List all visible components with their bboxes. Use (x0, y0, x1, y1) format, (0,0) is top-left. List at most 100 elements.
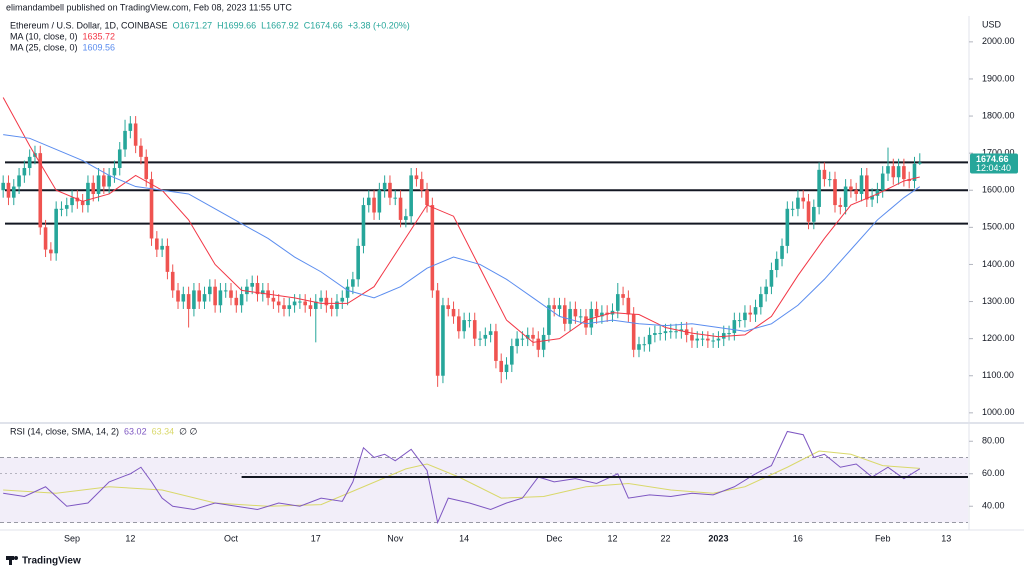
candle-body (886, 166, 890, 174)
candle-body (478, 338, 482, 340)
candle-body (17, 175, 21, 187)
candle-body (393, 197, 398, 199)
y-tick-label: 1700.00 (982, 148, 1015, 158)
x-tick-label: Sep (64, 533, 80, 543)
candle-body (706, 338, 710, 341)
candle-body (245, 286, 249, 295)
candle-body (133, 123, 138, 146)
y-tick-label: 1200.00 (982, 333, 1015, 343)
candle-body (663, 331, 668, 334)
candle-body (838, 205, 843, 207)
y-tick-label: 1300.00 (982, 296, 1015, 306)
candle-body (409, 175, 413, 217)
candle-body (621, 294, 625, 298)
countdown-label: 12:04:40 (976, 163, 1011, 173)
candle-body (827, 179, 832, 181)
x-tick-label: 14 (459, 533, 469, 543)
candle-body (695, 338, 700, 341)
candle-body (578, 316, 583, 318)
candle-body (313, 301, 318, 309)
candle-body (525, 334, 530, 339)
legend-name: MA (10, close, 0) (10, 31, 78, 41)
candle-body (202, 294, 207, 302)
candle-body (324, 297, 329, 306)
candle-body (483, 334, 488, 339)
candle-body (287, 305, 292, 309)
candle-body (329, 305, 334, 309)
candle-body (59, 208, 64, 210)
candle-body (737, 320, 742, 322)
candle-body (308, 305, 313, 309)
candle-body (345, 286, 350, 298)
candle-body (144, 156, 149, 180)
legend-value: 1609.56 (83, 42, 116, 52)
candle-body (865, 175, 869, 200)
candle-body (679, 329, 684, 332)
y-tick-label: 1100.00 (982, 370, 1014, 380)
x-tick-label: 13 (941, 533, 951, 543)
candle-body (91, 182, 96, 194)
x-tick-label: Oct (224, 533, 239, 543)
legend-value: 1635.72 (83, 31, 116, 41)
candle-body (531, 334, 535, 339)
candle-body (462, 320, 466, 332)
candle-body (234, 297, 239, 306)
candle-body (54, 208, 58, 254)
candle-body (298, 301, 302, 303)
x-tick-label: 2023 (708, 533, 728, 543)
candle-body (27, 156, 32, 168)
candle-body (361, 205, 366, 246)
candle-body (223, 290, 228, 292)
candle-body (260, 290, 265, 295)
x-tick-label: 16 (793, 533, 803, 543)
candle-body (896, 166, 901, 178)
candle-body (43, 227, 48, 250)
candle-body (626, 297, 631, 315)
candle-body (859, 175, 864, 194)
candle-body (276, 301, 281, 306)
candle-body (38, 153, 43, 228)
rsi-sma-line (3, 450, 920, 507)
footer-logo (6, 556, 18, 565)
candle-body (504, 364, 509, 373)
x-tick-label: Feb (875, 533, 891, 543)
candle-body (748, 312, 753, 315)
candle-body (112, 167, 117, 176)
candle-body (96, 175, 101, 194)
y-tick-label: 40.00 (982, 501, 1005, 511)
candle-body (382, 182, 387, 191)
candle-body (721, 333, 726, 339)
candle-body (107, 175, 111, 187)
candle-body (812, 206, 816, 222)
candle-body (213, 286, 217, 306)
candle-body (594, 308, 599, 317)
candle-body (239, 294, 244, 306)
candle-body (891, 166, 896, 178)
candle-body (165, 245, 170, 272)
legend-value: 63.02 (124, 426, 147, 436)
candle-body (372, 197, 376, 213)
candle-body (457, 316, 461, 332)
candle-body (727, 333, 731, 335)
candle-body (615, 294, 620, 311)
axis-label: USD (982, 19, 1002, 29)
candle-body (86, 182, 90, 206)
candle-body (340, 297, 345, 302)
candle-body (419, 179, 424, 191)
candle-body (451, 308, 456, 317)
legend-extra: ∅ ∅ (179, 426, 197, 436)
candle-body (743, 312, 747, 321)
candle-body (319, 297, 323, 302)
x-tick-label: 12 (607, 533, 617, 543)
candle-body (170, 271, 175, 291)
candle-body (917, 162, 922, 164)
candle-body (117, 149, 122, 168)
candle-body (817, 169, 821, 207)
candle-body (377, 190, 382, 213)
ohlc-label: O1671.27 (173, 20, 213, 30)
y-tick-label: 1000.00 (982, 407, 1015, 417)
y-tick-label: 80.00 (982, 436, 1005, 446)
candle-body (769, 270, 774, 287)
candles (1, 116, 922, 387)
